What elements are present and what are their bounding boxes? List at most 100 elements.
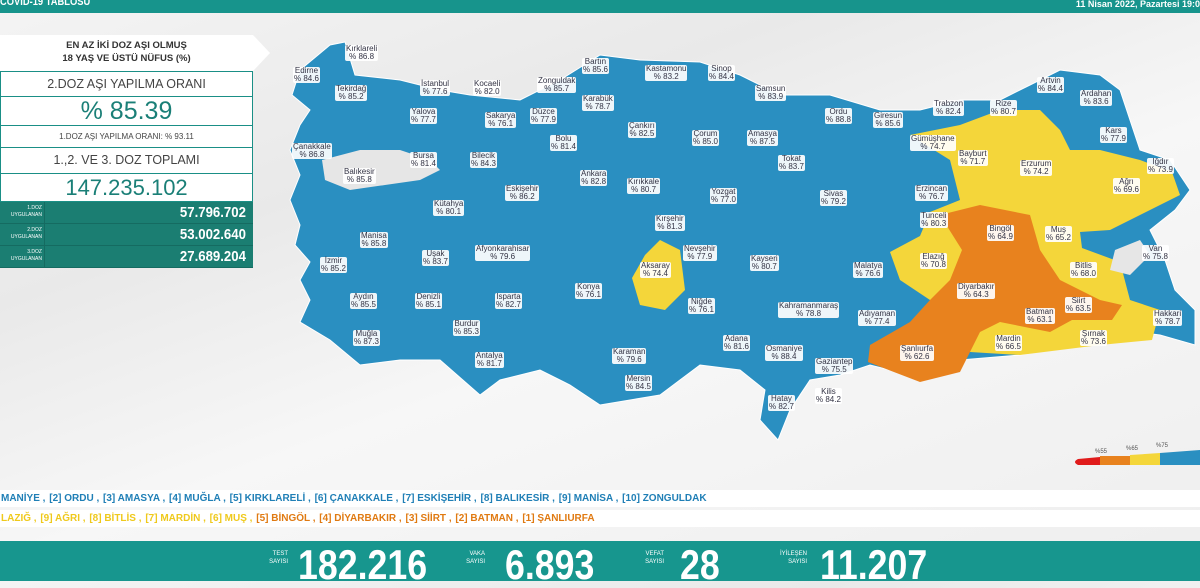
- province-name: Kırklareli: [346, 44, 378, 53]
- province-value: % 83.6: [1083, 97, 1109, 106]
- province-label: Tunceli% 80.3: [920, 212, 948, 228]
- province-label: Erzurum% 74.2: [1020, 160, 1053, 176]
- province-value: % 70.8: [921, 260, 946, 269]
- province-name: Yalova: [411, 107, 436, 116]
- ranking-item: [2] ORDU ,: [49, 493, 100, 504]
- panel-heading: EN AZ İKİ DOZ AŞI OLMUŞ 18 YAŞ VE ÜSTÜ NÜ…: [0, 35, 270, 71]
- province-name: Van: [1148, 244, 1163, 253]
- province-value: % 66.5: [996, 342, 1021, 351]
- death-count: 28: [680, 541, 720, 588]
- province-label: Gaziantep% 75.5: [815, 358, 854, 374]
- ranking-item: [4] MUĞLA ,: [169, 493, 226, 504]
- province-name: Mersin: [626, 374, 651, 383]
- province-value: % 81.4: [411, 159, 436, 168]
- province-value: % 76.1: [488, 119, 514, 128]
- province-label: Malatya% 76.6: [853, 262, 884, 278]
- test-count: 182.216: [298, 541, 428, 588]
- top-ranking-list: MANİYE , [2] ORDU , [3] AMASYA , [4] MUĞ…: [0, 490, 1200, 507]
- province-label: Kars% 77.9: [1100, 127, 1127, 143]
- dose-value: 57.796.702: [179, 204, 246, 221]
- province-value: % 85.3: [454, 327, 479, 336]
- province-value: % 81.7: [476, 359, 502, 368]
- province-value: % 81.4: [551, 142, 576, 151]
- ranking-item: [1] ŞANLIURFA: [522, 513, 595, 524]
- province-name: Bilecik: [471, 151, 496, 160]
- province-name: Ankara: [581, 169, 607, 178]
- province-label: Muş% 65.2: [1045, 226, 1072, 242]
- province-value: % 78.7: [585, 102, 611, 111]
- province-name: Bartın: [584, 57, 607, 66]
- province-name: Siirt: [1071, 296, 1086, 305]
- province-label: Van% 75.8: [1142, 245, 1169, 261]
- province-value: % 85.6: [875, 119, 901, 128]
- province-label: Karaman% 79.6: [612, 348, 647, 364]
- province-value: % 84.4: [1038, 84, 1063, 93]
- province-name: Bingöl: [989, 224, 1012, 233]
- province-label: Kırıkkale% 80.7: [627, 178, 661, 194]
- province-name: Kilis: [821, 387, 836, 396]
- province-name: Sivas: [823, 189, 844, 198]
- case-count: 6.893: [505, 541, 595, 588]
- province-value: % 85.2: [338, 92, 364, 101]
- province-label: Zonguldak% 85.7: [537, 77, 577, 93]
- province-value: % 85.5: [351, 300, 376, 309]
- province-name: Sinop: [711, 64, 732, 73]
- province-label: Iğdır% 73.9: [1147, 158, 1174, 174]
- province-label: Kayseri% 80.7: [750, 255, 779, 271]
- province-label: Şırnak% 73.6: [1080, 330, 1107, 346]
- province-label: Sinop% 84.4: [708, 65, 735, 81]
- ranking-item: [10] ZONGULDAK: [622, 493, 707, 504]
- province-name: Bursa: [413, 151, 434, 160]
- death-label: VEFAT SAYISI: [645, 551, 664, 565]
- ranking-item: [8] BİTLİS ,: [89, 513, 142, 524]
- dose-label: UYGULANAN: [10, 234, 42, 240]
- province-label: Batman% 63.1: [1025, 308, 1055, 324]
- province-value: % 75.5: [821, 365, 847, 374]
- ranking-item: MANİYE ,: [1, 493, 46, 504]
- province-label: Siirt% 63.5: [1065, 297, 1092, 313]
- province-value: % 74.2: [1023, 167, 1049, 176]
- province-label: Mersin% 84.5: [625, 375, 652, 391]
- dose-row-1: 1.DOZ UYGULANAN 57.796.702: [0, 202, 253, 224]
- province-name: Kastamonu: [646, 64, 687, 73]
- province-name: Nevşehir: [684, 244, 716, 253]
- province-label: Elazığ% 70.8: [920, 253, 947, 269]
- province-label: Kütahya% 80.1: [433, 200, 465, 216]
- province-label: Ankara% 82.8: [580, 169, 608, 186]
- province-label: Bayburt% 71.7: [958, 150, 988, 166]
- province-value: % 77.6: [422, 87, 448, 96]
- recovered-count: 11.207: [820, 541, 928, 588]
- province-name: İstanbul: [421, 79, 450, 88]
- province-value: % 74.7: [920, 142, 946, 151]
- province-label: Bursa% 81.4: [410, 152, 437, 168]
- province-label: Balıkesir% 85.8: [343, 168, 376, 184]
- province-value: % 84.6: [294, 74, 319, 83]
- province-name: Yozgat: [711, 187, 736, 196]
- date-time: 11 Nisan 2022, Pazartesi 19:0: [1075, 0, 1200, 9]
- province-name: Aksaray: [641, 261, 670, 270]
- province-name: Aydın: [353, 292, 374, 301]
- province-label: Nevşehir% 77.9: [683, 245, 717, 261]
- province-name: İzmir: [324, 256, 343, 265]
- province-label: Kırklareli% 86.8: [345, 44, 379, 61]
- province-value: % 83.7: [779, 162, 804, 171]
- province-label: Giresun% 85.6: [873, 112, 904, 128]
- province-value: % 68.0: [1071, 269, 1096, 278]
- province-value: % 76.1: [576, 290, 601, 299]
- legend-tick: %65: [1126, 446, 1139, 452]
- ranking-item: [6] MUŞ ,: [209, 513, 253, 524]
- province-value: % 85.6: [583, 65, 608, 74]
- dose-row-3: 3.DOZ UYGULANAN 27.689.204: [0, 246, 253, 268]
- province-label: Antalya% 81.7: [475, 352, 504, 368]
- top-bar: COVID-19 TABLOSU 11 Nisan 2022, Pazartes…: [0, 0, 1200, 13]
- province-value: % 88.4: [771, 352, 797, 361]
- province-label: Bitlis% 68.0: [1070, 262, 1097, 278]
- province-name: Trabzon: [934, 99, 964, 108]
- province-value: % 77.4: [864, 317, 890, 326]
- legend-tick: %55: [1095, 449, 1108, 455]
- province-value: % 76.6: [855, 269, 881, 278]
- province-label: Sakarya% 76.1: [485, 112, 517, 128]
- province-value: % 81.3: [657, 222, 683, 231]
- province-label: Niğde% 76.1: [688, 298, 715, 314]
- province-label: Diyarbakır% 64.3: [957, 283, 996, 299]
